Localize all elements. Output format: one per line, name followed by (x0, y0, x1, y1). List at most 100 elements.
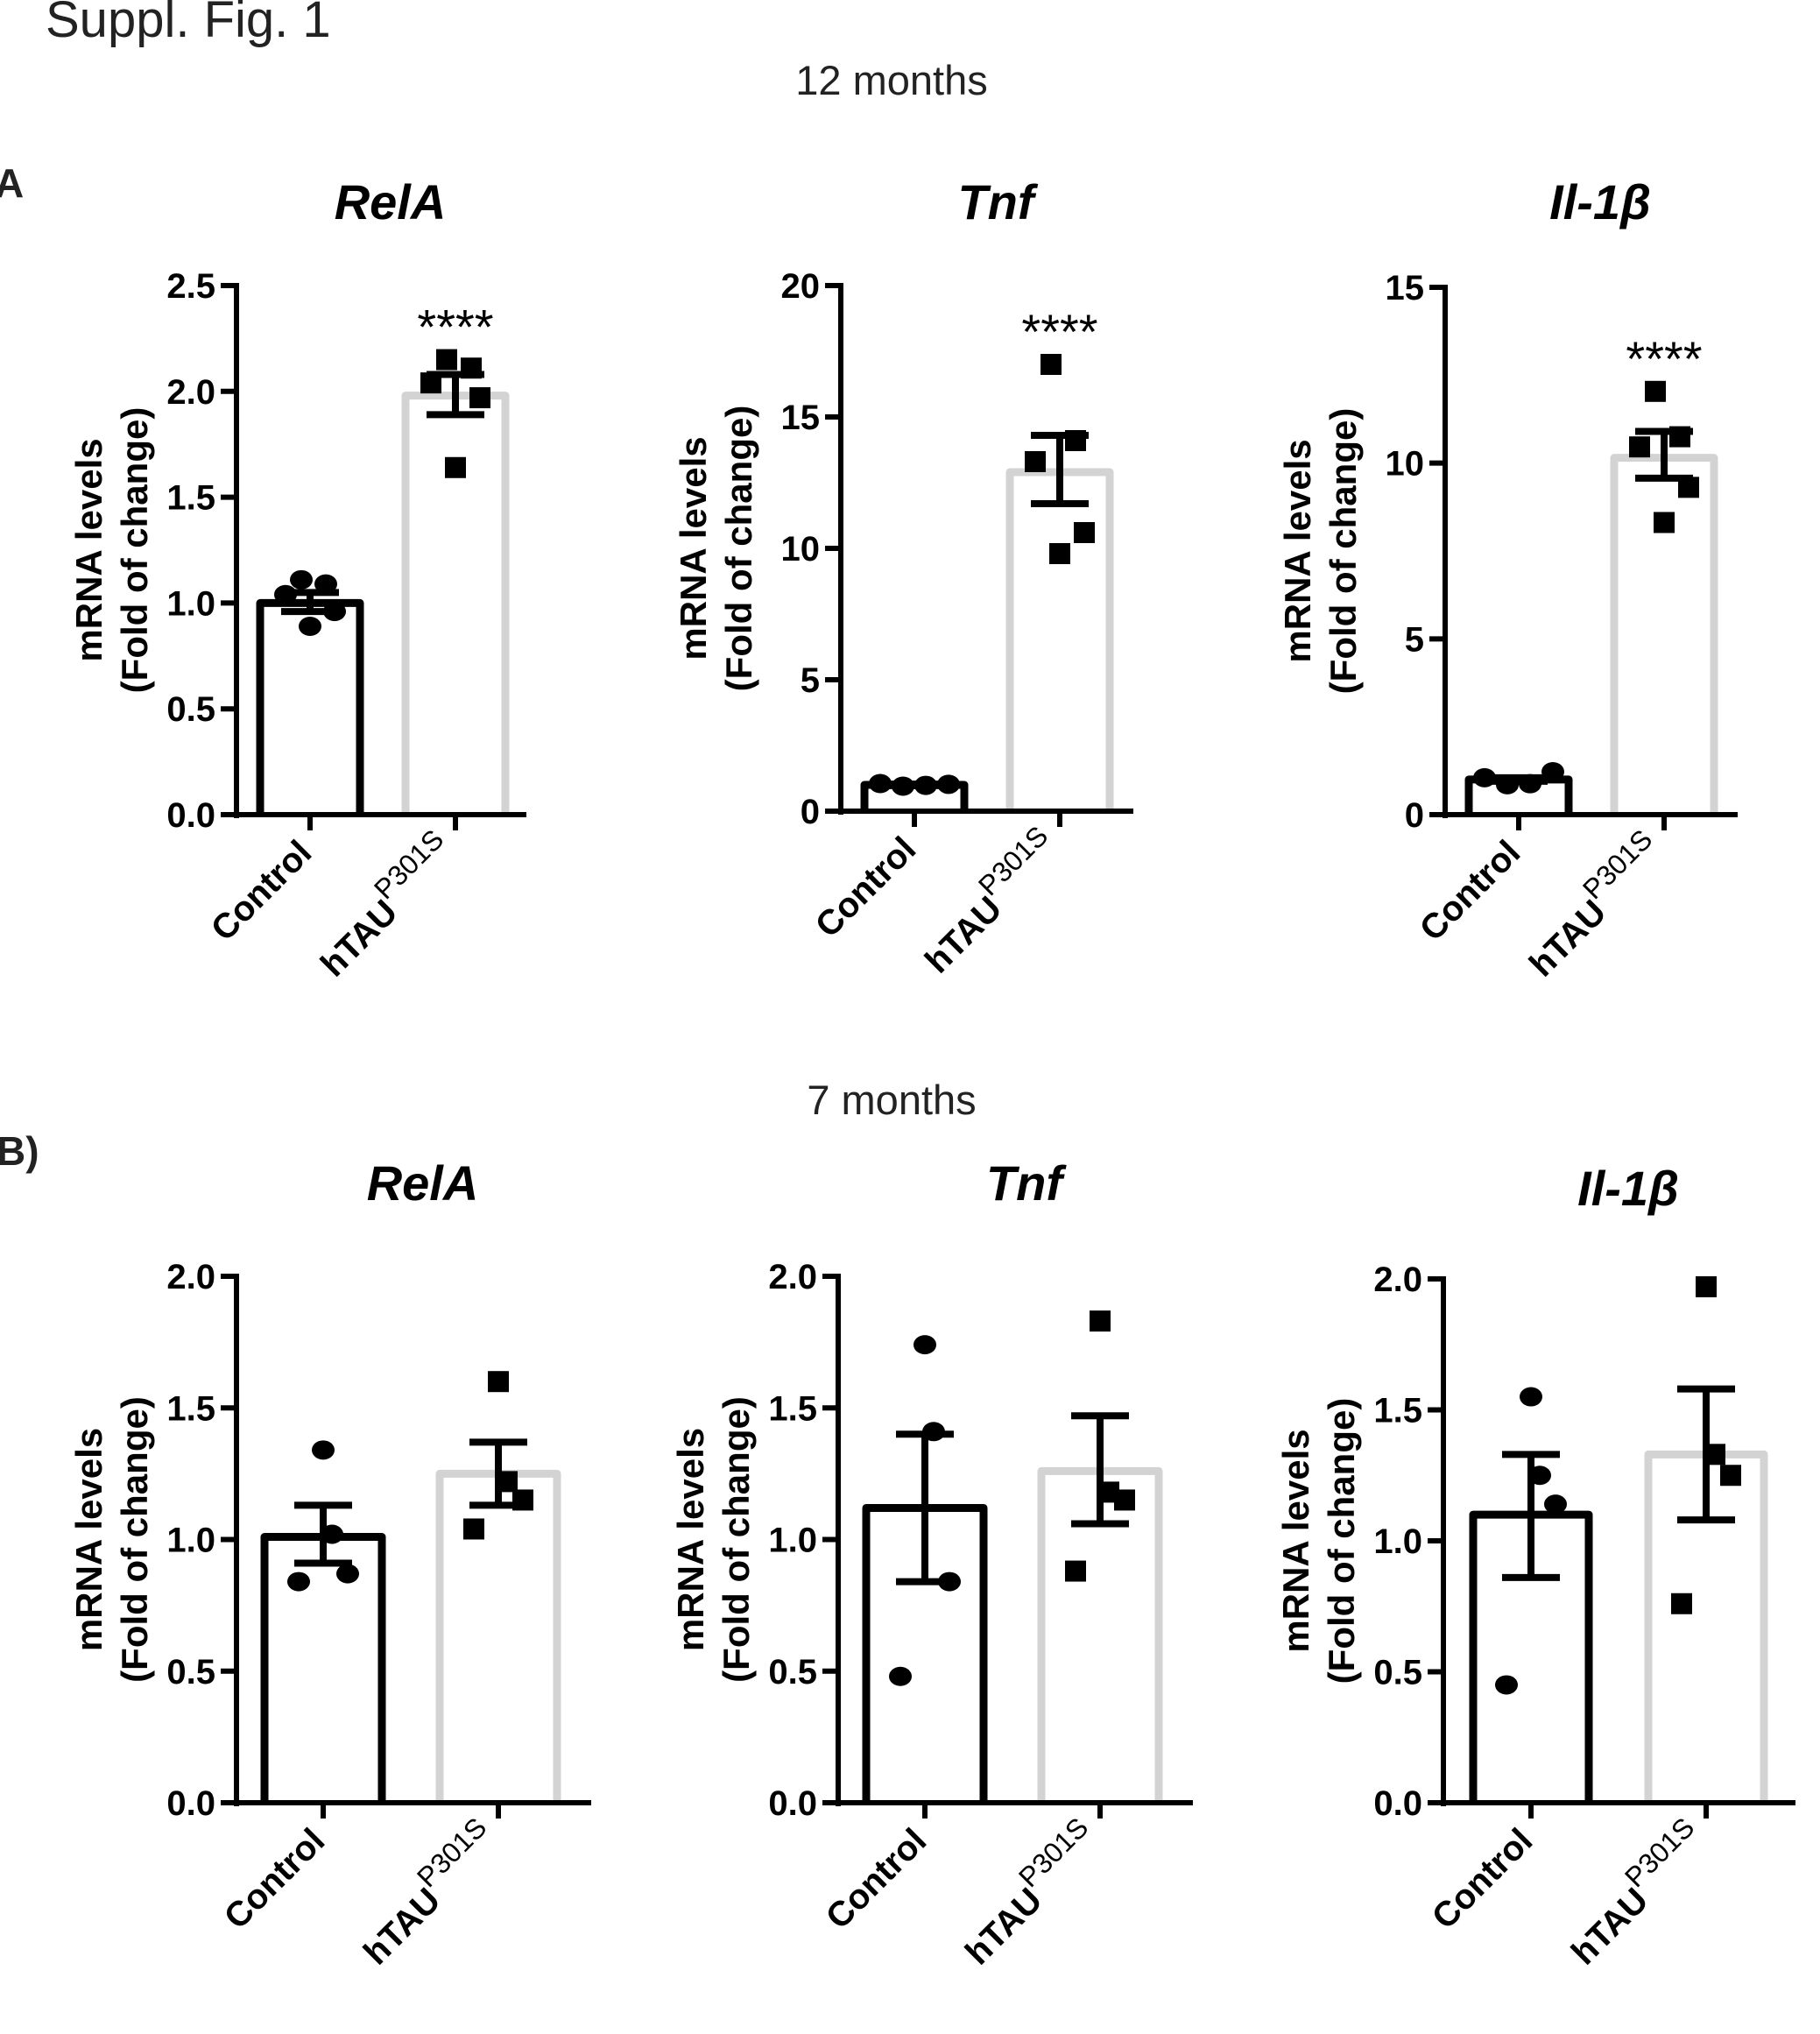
x-tick-label-htau: hTAUP301S (347, 1812, 508, 1973)
x-label-superscript: P301S (1619, 1812, 1700, 1893)
y-tick-label: 1.5 (166, 479, 215, 518)
data-point-htau (1114, 1489, 1135, 1511)
y-tick-label: 10 (1386, 445, 1425, 484)
data-point-control (1520, 1387, 1542, 1407)
chart-title: RelA (367, 1155, 479, 1211)
x-label-text: Control (1413, 833, 1528, 949)
y-tick-label: 0.5 (166, 1653, 215, 1691)
x-tick-label-htau: hTAUP301S (304, 823, 465, 985)
bar-control (260, 1532, 386, 1803)
row-a-period-label: 12 months (795, 57, 987, 103)
y-tick-label: 0 (1405, 796, 1424, 835)
y-axis-label-line1: mRNA levels (68, 1428, 109, 1651)
x-tick-label-control: Control (217, 1821, 333, 1937)
y-tick-label: 15 (1386, 269, 1425, 307)
data-point-htau (445, 456, 466, 478)
panel-a-label: A (0, 160, 24, 206)
x-tick-label-htau: hTAUP301S (949, 1812, 1110, 1973)
data-point-htau (436, 349, 457, 371)
data-point-control (1544, 1494, 1567, 1515)
y-tick-label: 0 (801, 793, 820, 831)
y-axis-label-line1: mRNA levels (1277, 439, 1318, 662)
y-tick-label: 1.0 (768, 1522, 817, 1560)
data-point-htau (1090, 1310, 1111, 1332)
y-axis-label-line2: (Fold of change) (1323, 408, 1364, 695)
y-tick-label: 2.5 (166, 267, 215, 306)
chart-1: Tnf mRNA levels (Fold of change) 0 5 10 15 20 Co… (673, 174, 1133, 981)
figure-title: Suppl. Fig. 1 (46, 0, 331, 48)
y-tick-label: 0.5 (1373, 1654, 1422, 1692)
chart-title: RelA (335, 174, 447, 230)
data-point-control (287, 1571, 310, 1592)
y-tick-label: 1.0 (166, 584, 215, 623)
data-point-control (336, 1564, 359, 1584)
chart-title: Il-1β (1577, 1161, 1679, 1216)
data-point-htau (1629, 436, 1650, 458)
x-label-text: hTAU (1522, 893, 1613, 984)
x-label-text: Control (808, 830, 924, 945)
data-point-control (1495, 1675, 1518, 1695)
y-tick-label: 5 (801, 661, 820, 700)
y-tick-label: 0.0 (166, 1784, 215, 1823)
data-point-htau (1645, 380, 1666, 402)
chart-5: Il-1β mRNA levels (Fold of change) 0.0 0.5 1.… (1275, 1161, 1795, 1973)
chart-3: RelA mRNA levels (Fold of change) 0.0 0.5 1.0… (68, 1155, 591, 1973)
bar-htau (435, 1469, 561, 1803)
data-point-htau (1074, 522, 1095, 543)
x-label-text: Control (217, 1821, 333, 1937)
y-tick-label: 1.5 (768, 1389, 817, 1428)
y-axis-label-line1: mRNA levels (1275, 1429, 1316, 1652)
data-point-control (889, 1666, 912, 1686)
panel-b-label: B) (0, 1128, 39, 1174)
x-tick-label-control: Control (819, 1821, 935, 1937)
y-tick-label: 0.0 (166, 796, 215, 835)
x-label-text: hTAU (314, 893, 405, 984)
y-tick-label: 2.0 (166, 373, 215, 412)
y-tick-label: 15 (781, 399, 821, 437)
x-label-text: Control (819, 1821, 935, 1937)
y-axis-label-line1: mRNA levels (670, 1428, 711, 1651)
x-tick-label-htau: hTAUP301S (908, 820, 1069, 981)
x-label-text: Control (204, 833, 320, 949)
data-point-htau (1720, 1465, 1741, 1487)
significance-stars: **** (1021, 304, 1097, 359)
data-point-htau (1671, 1593, 1692, 1614)
y-tick-label: 0.0 (1373, 1784, 1422, 1823)
data-point-htau (1049, 543, 1070, 564)
data-point-control (312, 1440, 335, 1460)
y-tick-label: 1.0 (1373, 1522, 1422, 1561)
x-tick-label-control: Control (1413, 833, 1528, 949)
y-tick-label: 2.0 (166, 1258, 215, 1296)
significance-stars: **** (417, 300, 493, 355)
chart-title: Il-1β (1549, 174, 1651, 230)
y-tick-label: 1.0 (166, 1522, 215, 1560)
data-point-control (914, 1335, 936, 1355)
y-tick-label: 10 (781, 530, 821, 569)
y-axis-label-line2: (Fold of change) (114, 407, 155, 694)
data-point-htau (1041, 354, 1062, 375)
y-tick-label: 0.5 (166, 690, 215, 729)
x-tick-label-htau: hTAUP301S (1513, 823, 1674, 985)
x-label-text: hTAU (1564, 1881, 1655, 1972)
y-axis-label-line1: mRNA levels (68, 438, 109, 661)
y-tick-label: 0.5 (768, 1653, 817, 1691)
y-tick-label: 5 (1405, 620, 1424, 659)
data-point-control (299, 616, 321, 636)
chart-0: RelA mRNA levels (Fold of change) 0.0 0.5 1.0… (68, 174, 526, 985)
x-label-text: hTAU (356, 1881, 448, 1972)
bar-htau (1610, 454, 1718, 815)
y-axis-label-line2: (Fold of change) (718, 406, 759, 692)
y-tick-label: 1.5 (166, 1389, 215, 1428)
x-tick-label-control: Control (808, 830, 924, 945)
x-tick-label-control: Control (1425, 1821, 1541, 1937)
x-label-text: hTAU (918, 889, 1009, 980)
data-point-htau (1025, 451, 1046, 472)
significance-stars: **** (1626, 331, 1702, 386)
x-label-superscript: P301S (972, 820, 1054, 901)
data-point-htau (469, 387, 490, 409)
chart-title: Tnf (957, 174, 1038, 230)
x-label-superscript: P301S (1012, 1812, 1094, 1893)
x-label-superscript: P301S (1577, 823, 1658, 905)
x-label-text: hTAU (958, 1881, 1049, 1972)
y-axis-label-line1: mRNA levels (673, 436, 714, 660)
